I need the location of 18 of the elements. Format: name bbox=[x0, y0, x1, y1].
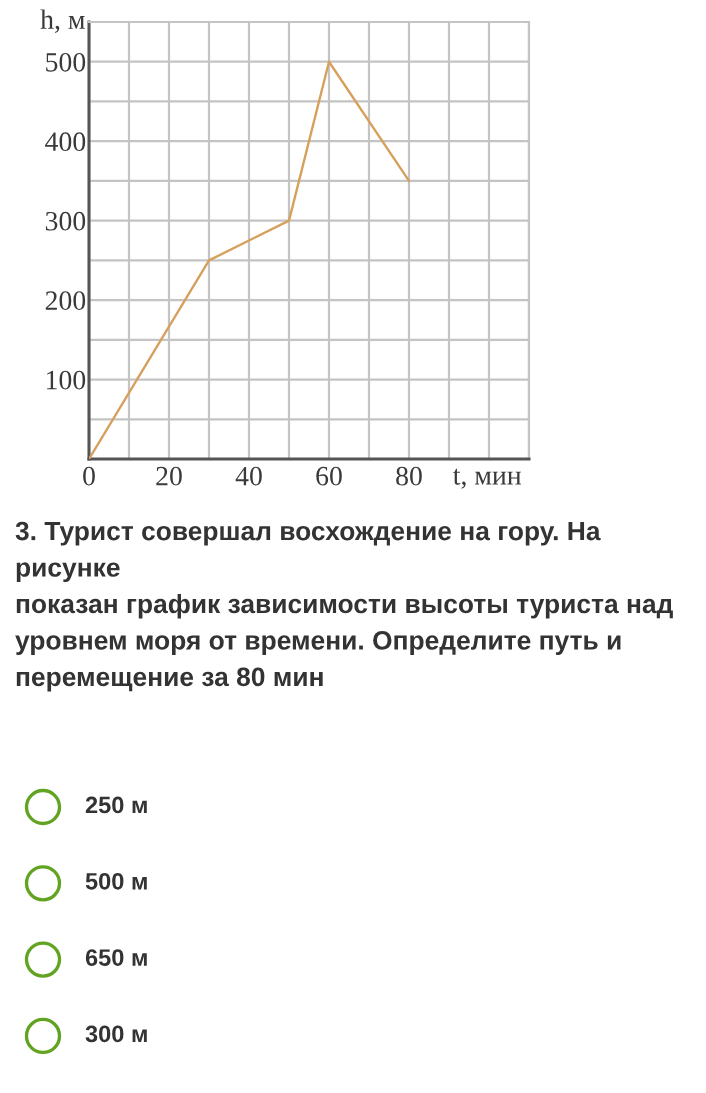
text: 250 м bbox=[85, 796, 147, 814]
x-tick-label: 0 bbox=[83, 466, 95, 486]
y-tick-label: 100 bbox=[47, 370, 86, 390]
x-tick-label: 60 bbox=[316, 466, 342, 486]
y-tick-label: 300 bbox=[45, 211, 86, 231]
x-tick-label: 20 bbox=[156, 466, 182, 486]
y-tick-label: 200 bbox=[45, 291, 86, 310]
y-tick-label: 400 bbox=[45, 132, 86, 152]
y-tick-label: 500 bbox=[46, 52, 86, 72]
text: 3. Турист совершал восхождение на гору. На рисунке показан график зависимости высоты туриста над уровнем моря от времени. Определите путь и перемещение за 80 мин bbox=[15, 521, 673, 692]
text: 650 м bbox=[85, 949, 147, 966]
x-tick-label: 40 bbox=[235, 466, 262, 486]
text: 500 м bbox=[85, 872, 147, 890]
y-axis-title: h, м bbox=[40, 9, 85, 33]
x-tick-label: 80 bbox=[396, 466, 422, 486]
text: 300 м bbox=[85, 1025, 147, 1043]
x-axis-title: t, мин bbox=[453, 468, 522, 489]
line-series bbox=[89, 60, 411, 459]
